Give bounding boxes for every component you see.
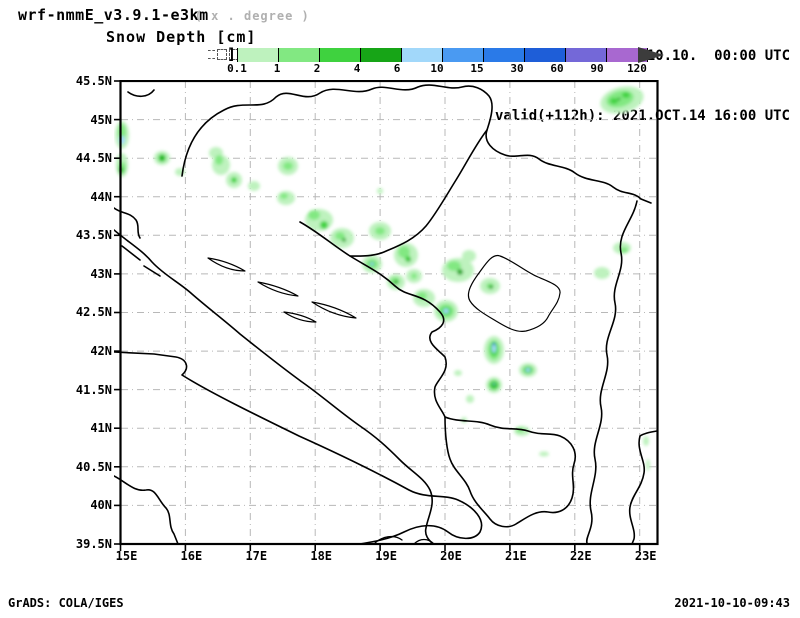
latitude-axis: 45.5N 45N 44.5N 44N 43.5N 43N 42.5N 42N 41.5N 41N… <box>58 74 112 552</box>
legend-value-label: 90 <box>590 62 604 75</box>
model-units-note: ( x . degree ) <box>194 9 310 23</box>
lat-tick-label: 41N <box>90 421 112 436</box>
border-drina <box>349 129 488 257</box>
lon-tick-label: 18E <box>310 549 333 563</box>
longitude-axis: 15E 16E 17E 18E 19E 20E 21E 22E 23E <box>116 549 665 565</box>
lon-tick-label: 15E <box>115 549 138 563</box>
coast-italy <box>113 351 483 545</box>
lat-tick-label: 44N <box>90 189 112 204</box>
lat-tick-label: 42.5N <box>75 305 112 320</box>
legend-segment <box>319 48 360 62</box>
lat-tick-label: 43N <box>90 266 112 281</box>
legend-segment <box>401 48 442 62</box>
model-title: wrf-nmmE_v3.9.1-e3km <box>18 6 209 24</box>
lon-tick-label: 19E <box>375 549 397 563</box>
legend-value-label: 6 <box>393 62 401 75</box>
legend-segment <box>278 48 319 62</box>
lat-tick-label: 42N <box>90 344 112 359</box>
legend-value-label: 0.1 <box>227 62 247 75</box>
below-min-dash-icon <box>208 50 215 59</box>
colorbar-bracket: ] <box>227 45 237 63</box>
border-macedonia <box>444 416 576 528</box>
lon-tick-label: 17E <box>245 549 268 563</box>
lat-tick-label: 44.5N <box>75 151 112 166</box>
border-internal-dinaric <box>299 221 447 418</box>
below-min-box-icon <box>217 49 227 60</box>
legend-value-label: 60 <box>550 62 564 75</box>
plot-title: Snow Depth [cm] <box>106 28 257 46</box>
legend-segment <box>483 48 524 62</box>
lon-tick-label: 20E <box>440 549 462 563</box>
legend-value-label: 2 <box>313 62 321 75</box>
lat-tick-label: 40.5N <box>75 459 112 474</box>
lon-tick-label: 22E <box>569 549 592 563</box>
coast-italy-south <box>113 475 179 545</box>
lat-ticks <box>114 80 120 545</box>
legend-segment <box>360 48 401 62</box>
border-east <box>585 200 638 544</box>
lon-ticks <box>119 545 641 551</box>
gridlines <box>121 81 657 544</box>
coast-adriatic <box>113 229 433 544</box>
overflow-arrow-icon <box>638 47 664 63</box>
border-southeast <box>628 430 658 545</box>
legend-value-label: 4 <box>353 62 361 75</box>
border-kosovo <box>467 254 561 332</box>
lat-tick-label: 45.5N <box>75 74 112 88</box>
map-plot-area <box>113 79 665 558</box>
snow-shading <box>115 86 650 471</box>
creation-timestamp: 2021-10-10-09:43 <box>674 596 790 610</box>
lat-tick-label: 40N <box>90 498 112 513</box>
grads-credit: GrADS: COLA/IGES <box>8 596 124 610</box>
lat-tick-label: 39.5N <box>75 536 112 551</box>
lon-tick-label: 21E <box>505 549 527 563</box>
lon-tick-label: 16E <box>180 549 203 563</box>
legend-segment <box>442 48 483 62</box>
legend-value-label: 15 <box>470 62 484 75</box>
plot-frame <box>114 79 659 551</box>
legend-value-label: 1 <box>273 62 281 75</box>
legend-segment <box>565 48 606 62</box>
border-north-danube <box>127 84 652 204</box>
legend-value-label: 10 <box>430 62 444 75</box>
islands <box>207 257 357 323</box>
lon-tick-label: 23E <box>634 549 657 563</box>
model-title-line: wrf-nmmE_v3.9.1-e3km( x . degree ) <box>18 6 310 24</box>
legend-value-label: 120 <box>627 62 647 75</box>
legend-value-label: 30 <box>510 62 524 75</box>
lat-tick-label: 43.5N <box>75 228 112 243</box>
lat-tick-label: 45N <box>90 112 112 127</box>
map-canvas <box>113 79 659 551</box>
coastline-borders <box>113 84 658 545</box>
legend-segment <box>237 48 278 62</box>
legend-segment <box>524 48 565 62</box>
colorbar: ] 0.1 1 2 4 6 10 15 30 60 90 120 <box>208 45 678 79</box>
coast-greece-fragments <box>373 535 435 545</box>
lat-tick-label: 41.5N <box>75 382 112 397</box>
legend-segments <box>237 48 648 62</box>
